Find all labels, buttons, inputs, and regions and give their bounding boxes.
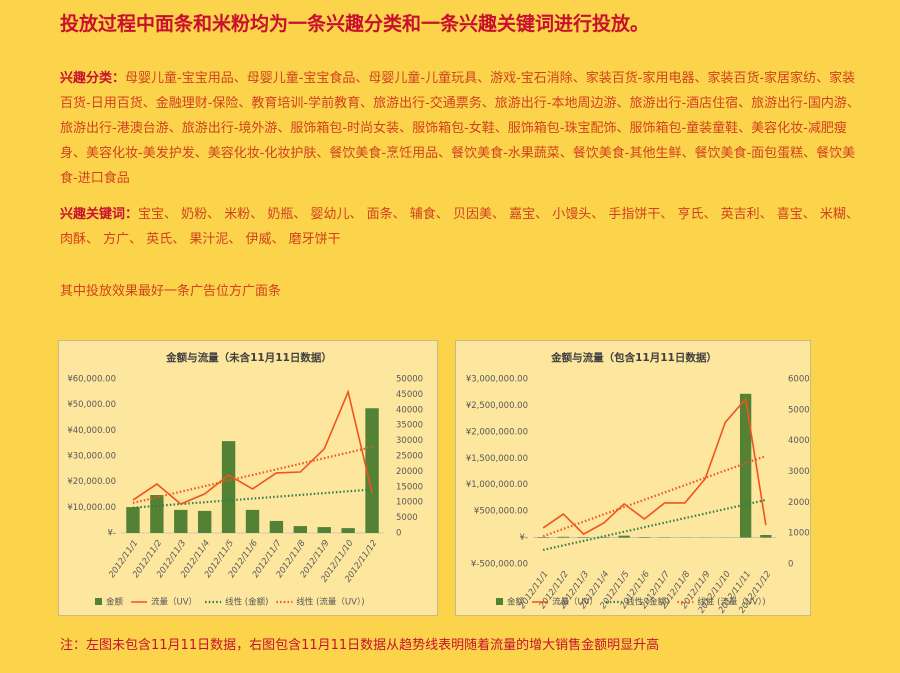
interest-label: 兴趣分类： <box>60 71 126 86</box>
y-tick-label: ¥50,000.00 <box>67 400 116 410</box>
y2-tick-label: 25000 <box>396 452 423 462</box>
y-tick-label: ¥30,000.00 <box>67 452 116 462</box>
y-tick-label: ¥1,000,000.00 <box>466 480 528 490</box>
y2-tick-label: 10000 <box>788 529 811 539</box>
best-ad: 其中投放效果最好一条广告位方广面条 <box>60 284 282 299</box>
headline: 投放过程中面条和米粉均为一条兴趣分类和一条兴趣关键词进行投放。 <box>60 13 650 35</box>
bar <box>245 509 260 533</box>
bar <box>365 408 379 533</box>
y-tick-label: ¥500,000.00 <box>474 507 528 517</box>
y2-tick-label: 20000 <box>788 498 811 508</box>
chart-title: 金额与流量（包含11月11日数据） <box>550 351 717 364</box>
y-tick-label: ¥2,500,000.00 <box>466 401 528 411</box>
bar <box>618 535 630 538</box>
bar <box>197 510 212 533</box>
y-tick-label: ¥3,000,000.00 <box>466 375 528 385</box>
keyword-text: 宝宝、 奶粉、 米粉、 奶瓶、 婴幼儿、 面条、 辅食、 贝因美、 嘉宝、 小馒… <box>60 207 859 247</box>
bar <box>221 441 236 533</box>
y2-tick-label: 0 <box>788 560 793 570</box>
y2-tick-label: 40000 <box>396 405 423 415</box>
bar <box>317 527 331 533</box>
legend-swatch <box>496 598 503 605</box>
keyword-label: 兴趣关键词： <box>60 207 139 222</box>
legend-label: 金额 <box>106 597 124 608</box>
bar <box>293 526 308 533</box>
y-tick-label: ¥- <box>520 533 528 543</box>
note: 注：左图未包含11月11日数据，右图包含11月11日数据从趋势线表明随着流量的增… <box>60 638 660 653</box>
y2-tick-label: 10000 <box>396 498 423 508</box>
trend-line <box>132 488 373 509</box>
y-tick-label: ¥20,000.00 <box>67 477 116 487</box>
bar <box>126 507 140 533</box>
interest-text: 母婴儿童-宝宝用品、母婴儿童-宝宝食品、母婴儿童-儿童玩具、游戏-宝石消除、家装… <box>60 71 860 186</box>
legend-label: 线性 (金额) <box>225 597 268 608</box>
line <box>132 389 373 505</box>
bar <box>341 528 355 533</box>
y-tick-label: ¥60,000.00 <box>67 375 116 385</box>
bar <box>174 509 188 533</box>
y-tick-label: ¥40,000.00 <box>67 426 116 436</box>
y2-tick-label: 35000 <box>396 421 423 431</box>
y-tick-label: ¥- <box>108 529 116 539</box>
legend-label: 流量（UV） <box>151 597 197 608</box>
y2-tick-label: 20000 <box>396 467 423 477</box>
interest-paragraph: 兴趣分类：母婴儿童-宝宝用品、母婴儿童-宝宝食品、母婴儿童-儿童玩具、游戏-宝石… <box>60 66 860 191</box>
y2-tick-label: 30000 <box>396 436 423 446</box>
legend-label: 金额 <box>507 597 525 608</box>
y-tick-label: ¥-500,000.00 <box>471 560 528 570</box>
y2-tick-label: 50000 <box>396 375 423 385</box>
chart-title: 金额与流量（未含11月11日数据） <box>165 351 332 364</box>
bar <box>537 537 549 538</box>
bar <box>760 535 772 538</box>
trend-line <box>542 454 767 538</box>
legend-label: 线性 (流量（UV）) <box>296 597 364 608</box>
legend-label: 线性 (流量（UV）) <box>697 597 765 608</box>
line <box>542 397 767 536</box>
legend-label: 流量（UV） <box>552 597 598 608</box>
y-tick-label: ¥10,000.00 <box>67 503 116 513</box>
bar <box>739 393 752 538</box>
y-tick-label: ¥1,500,000.00 <box>466 454 528 464</box>
y2-tick-label: 45000 <box>396 390 423 400</box>
bar <box>557 536 570 538</box>
y2-tick-label: 40000 <box>788 436 811 446</box>
trend-line <box>132 445 373 505</box>
y2-tick-label: 60000 <box>788 375 811 385</box>
y2-tick-label: 5000 <box>396 513 418 523</box>
bar <box>269 520 284 533</box>
y-tick-label: ¥2,000,000.00 <box>466 427 528 437</box>
legend-label: 线性 (金额) <box>626 597 669 608</box>
chart: 金额与流量（未含11月11日数据） ¥- ¥10,000.00 ¥20,000.00… <box>58 340 438 616</box>
bar <box>150 495 164 533</box>
chart: 金额与流量（包含11月11日数据） ¥-500,000.00 ¥- ¥500,000… <box>455 340 811 616</box>
y2-tick-label: 30000 <box>788 467 811 477</box>
trend-line <box>542 498 767 552</box>
y2-tick-label: 0 <box>396 529 401 539</box>
legend-swatch <box>95 598 102 605</box>
y2-tick-label: 50000 <box>788 405 811 415</box>
y2-tick-label: 15000 <box>396 482 423 492</box>
keyword-paragraph: 兴趣关键词：宝宝、 奶粉、 米粉、 奶瓶、 婴幼儿、 面条、 辅食、 贝因美、 … <box>60 202 860 252</box>
